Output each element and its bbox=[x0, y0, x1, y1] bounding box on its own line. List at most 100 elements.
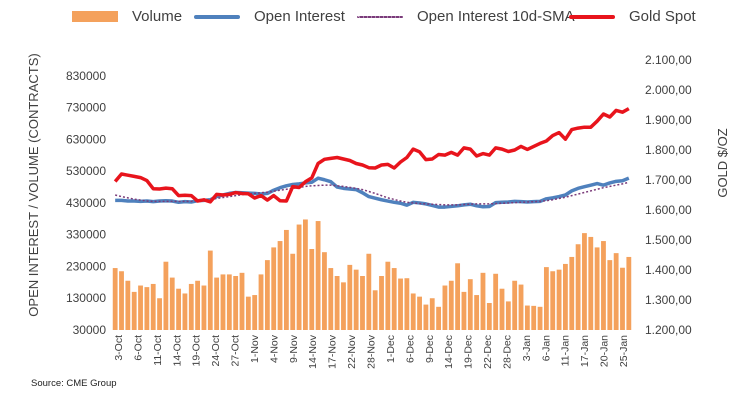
y-tick-label: 30000 bbox=[73, 323, 107, 337]
x-tick-label: 19-Dec bbox=[463, 335, 475, 369]
legend-open-interest: Open Interest bbox=[194, 8, 345, 25]
volume-bar bbox=[138, 285, 143, 330]
y2-tick-label: 1.600,00 bbox=[645, 203, 692, 217]
volume-bar bbox=[512, 280, 518, 330]
volume-bar bbox=[537, 306, 543, 330]
left-axis-ticks: 30000 130000 230000 330000 430000 530000 63000… bbox=[66, 69, 106, 337]
gold-spot-line bbox=[113, 107, 630, 204]
volume-bar bbox=[563, 263, 568, 330]
y-tick-label: 830000 bbox=[66, 69, 106, 83]
volume-bar bbox=[518, 284, 524, 330]
volume-bar bbox=[264, 260, 270, 330]
x-tick-label: 24-Oct bbox=[210, 335, 222, 367]
x-axis-ticks: 3-Oct 6-Oct 11-Oct 14-Oct 19-Oct 24-Oct 27-Oct… bbox=[113, 334, 630, 369]
volume-bar bbox=[334, 276, 340, 330]
legend-sma: Open Interest 10d-SMA bbox=[357, 8, 575, 25]
volume-bars bbox=[112, 219, 632, 330]
volume-bar bbox=[480, 272, 486, 330]
x-tick-label: 14-Oct bbox=[171, 335, 183, 367]
open-interest-swatch bbox=[194, 14, 240, 19]
volume-bar bbox=[588, 236, 594, 330]
volume-bar bbox=[379, 276, 384, 330]
volume-bar bbox=[303, 219, 308, 330]
volume-bar bbox=[195, 280, 201, 330]
legend-volume: Volume bbox=[72, 8, 182, 25]
y2-tick-label: 1.800,00 bbox=[645, 143, 692, 157]
y-tick-label: 630000 bbox=[66, 132, 106, 146]
volume-bar bbox=[582, 233, 587, 330]
volume-bar bbox=[188, 283, 194, 330]
volume-bar bbox=[410, 293, 416, 330]
volume-bar bbox=[620, 267, 625, 330]
y2-tick-label: 1.200,00 bbox=[645, 323, 692, 337]
volume-bar bbox=[366, 253, 372, 330]
volume-bar bbox=[290, 253, 296, 330]
volume-bar bbox=[163, 261, 169, 330]
volume-bar bbox=[626, 256, 632, 330]
volume-bar bbox=[556, 269, 562, 330]
sma-swatch bbox=[357, 15, 403, 18]
volume-bar bbox=[543, 267, 549, 330]
volume-bar bbox=[486, 303, 492, 330]
left-axis-title: OPEN INTEREST / VOLUME (CONTRACTS) bbox=[26, 53, 41, 316]
volume-bar bbox=[207, 250, 213, 330]
volume-bar bbox=[353, 269, 359, 330]
legend: Volume Open Interest Open Interest 10d-S… bbox=[0, 8, 745, 30]
x-tick-label: 1-Nov bbox=[249, 334, 261, 363]
volume-bar bbox=[398, 278, 403, 330]
x-tick-label: 27-Oct bbox=[230, 335, 242, 367]
open-interest-line bbox=[115, 176, 630, 209]
x-tick-label: 3-Oct bbox=[113, 335, 125, 361]
x-tick-label: 14-Dec bbox=[443, 335, 455, 369]
y-tick-label: 730000 bbox=[66, 101, 106, 115]
volume-bar bbox=[157, 298, 162, 330]
volume-bar bbox=[258, 274, 264, 330]
volume-bar bbox=[125, 280, 131, 330]
x-tick-label: 1-Dec bbox=[385, 335, 397, 363]
volume-bar bbox=[309, 249, 315, 330]
volume-bar bbox=[474, 295, 480, 330]
volume-bar bbox=[233, 276, 239, 330]
sma-line bbox=[114, 181, 630, 206]
y2-tick-label: 1.400,00 bbox=[645, 263, 692, 277]
volume-bar bbox=[150, 283, 156, 330]
volume-bar bbox=[467, 279, 473, 330]
y-tick-label: 330000 bbox=[66, 228, 106, 242]
volume-bar bbox=[531, 305, 537, 330]
volume-bar bbox=[245, 296, 251, 330]
volume-bar bbox=[239, 272, 245, 330]
volume-bar bbox=[601, 241, 606, 330]
volume-bar bbox=[119, 271, 124, 330]
volume-bar bbox=[347, 264, 353, 330]
x-tick-label: 4-Nov bbox=[268, 334, 280, 363]
volume-bar bbox=[524, 305, 530, 330]
volume-bar bbox=[505, 301, 511, 330]
gold-swatch bbox=[569, 14, 615, 19]
volume-bar bbox=[169, 277, 175, 330]
volume-bar bbox=[569, 256, 575, 330]
x-tick-label: 6-Oct bbox=[132, 335, 144, 361]
y-tick-label: 230000 bbox=[66, 259, 106, 273]
x-tick-label: 22-Dec bbox=[482, 335, 494, 369]
y2-tick-label: 1.700,00 bbox=[645, 173, 692, 187]
x-tick-label: 11-Jan bbox=[560, 335, 572, 366]
volume-bar bbox=[112, 268, 118, 330]
x-tick-label: 22-Nov bbox=[346, 334, 358, 369]
volume-bar bbox=[391, 268, 397, 330]
volume-bar bbox=[315, 221, 321, 330]
volume-bar bbox=[220, 274, 226, 330]
volume-bar bbox=[252, 295, 258, 330]
volume-bar bbox=[493, 273, 499, 330]
x-tick-label: 9-Nov bbox=[288, 334, 300, 363]
volume-bar bbox=[423, 304, 429, 330]
legend-volume-label: Volume bbox=[132, 8, 183, 25]
x-tick-label: 17-Nov bbox=[327, 334, 339, 369]
volume-bar bbox=[448, 280, 454, 330]
right-axis-ticks: 1.200,00 1.300,00 1.400,00 1.500,00 1.600,00… bbox=[645, 53, 692, 337]
volume-bar bbox=[594, 247, 600, 330]
volume-bar bbox=[226, 274, 232, 330]
x-tick-label: 17-Jan bbox=[579, 335, 591, 367]
volume-bar bbox=[436, 306, 441, 330]
volume-bar bbox=[575, 244, 581, 330]
